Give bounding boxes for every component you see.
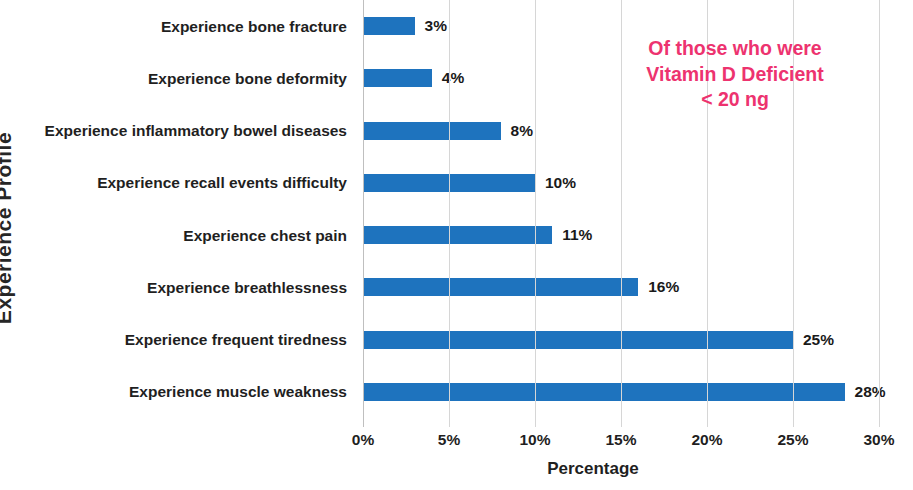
annotation-text: Of those who were Vitamin D Deficient < … xyxy=(620,36,850,113)
category-label: Experience chest pain xyxy=(0,209,347,261)
gridline xyxy=(879,0,880,427)
category-label: Experience muscle weakness xyxy=(0,366,347,418)
value-label: 28% xyxy=(855,383,886,401)
bar xyxy=(363,17,415,35)
x-tick-label: 25% xyxy=(777,431,808,449)
bar xyxy=(363,278,638,296)
x-tick-label: 0% xyxy=(352,431,374,449)
category-label: Experience bone fracture xyxy=(0,0,347,52)
x-tick-label: 5% xyxy=(438,431,460,449)
value-label: 3% xyxy=(425,17,447,35)
bar xyxy=(363,122,501,140)
category-labels: Experience bone fractureExperience bone … xyxy=(0,0,347,418)
gridline xyxy=(449,0,450,427)
x-tick-label: 20% xyxy=(691,431,722,449)
value-label: 11% xyxy=(562,226,592,244)
value-label: 4% xyxy=(442,69,464,87)
x-tick-label: 30% xyxy=(863,431,894,449)
value-label: 8% xyxy=(511,122,533,140)
x-tick-label: 10% xyxy=(519,431,550,449)
gridline xyxy=(535,0,536,427)
y-axis-line xyxy=(363,0,364,427)
category-label: Experience inflammatory bowel diseases xyxy=(0,105,347,157)
x-axis-title: Percentage xyxy=(363,459,823,479)
x-tick-labels: 0%5%10%15%20%25%30% xyxy=(363,431,879,451)
x-tick-label: 15% xyxy=(605,431,636,449)
category-label: Experience frequent tiredness xyxy=(0,314,347,366)
value-label: 10% xyxy=(545,174,576,192)
bar-chart: Experience Profile Experience bone fract… xyxy=(0,0,913,490)
category-label: Experience bone deformity xyxy=(0,52,347,104)
bar xyxy=(363,226,552,244)
category-label: Experience recall events difficulty xyxy=(0,157,347,209)
category-label: Experience breathlessness xyxy=(0,261,347,313)
bar xyxy=(363,331,793,349)
bar xyxy=(363,383,845,401)
value-label: 25% xyxy=(803,331,834,349)
value-label: 16% xyxy=(648,278,679,296)
bar xyxy=(363,69,432,87)
